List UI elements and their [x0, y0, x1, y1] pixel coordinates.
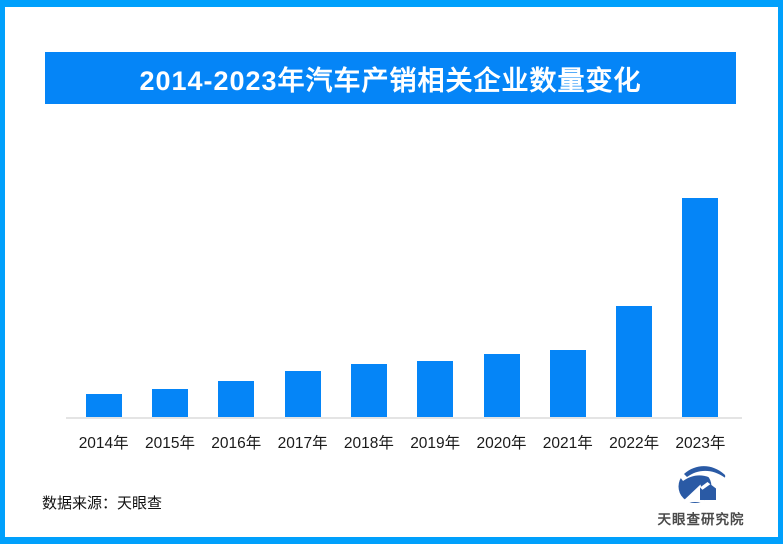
x-axis-label-2016年: 2016年 — [211, 435, 262, 452]
x-axis-label-2017年: 2017年 — [277, 435, 328, 452]
bar-chart-plot: 2014年 2015年 2016年 2017年 2018年 2019年 2020年 2021年… — [5, 7, 778, 537]
bar-2017年 — [284, 370, 321, 417]
x-axis-label-2018年: 2018年 — [343, 435, 394, 452]
x-axis-label-2015年: 2015年 — [145, 435, 195, 452]
bar-2020年 — [483, 353, 520, 417]
x-axis-line — [66, 417, 742, 419]
tianyancha-eye-swoosh-icon — [678, 466, 726, 503]
x-axis-label-2023年: 2023年 — [675, 435, 726, 452]
bar-2018年 — [350, 364, 387, 417]
bar-2014年 — [85, 394, 122, 417]
data-source-label: 数据来源：天眼查 — [42, 495, 163, 512]
chart-title: 2014-2023年汽车产销相关企业数量变化 — [139, 65, 642, 96]
x-axis-label-2021年: 2021年 — [542, 435, 593, 452]
bar-2021年 — [549, 349, 586, 417]
bar-2023年 — [682, 198, 719, 417]
bar-2019年 — [417, 360, 454, 417]
bar-2022年 — [616, 305, 653, 417]
bar-2015年 — [152, 389, 188, 417]
x-axis-label-2014年: 2014年 — [78, 435, 129, 452]
x-axis-label-2020年: 2020年 — [476, 435, 527, 452]
x-axis-label-2019年: 2019年 — [410, 435, 461, 452]
tianyancha-research-logo: 天眼查研究院 — [650, 465, 752, 528]
bar-2016年 — [218, 381, 255, 417]
x-axis-label-2022年: 2022年 — [609, 435, 660, 452]
title-banner: 2014-2023年汽车产销相关企业数量变化 — [45, 52, 736, 104]
logo-text: 天眼查研究院 — [657, 512, 745, 527]
